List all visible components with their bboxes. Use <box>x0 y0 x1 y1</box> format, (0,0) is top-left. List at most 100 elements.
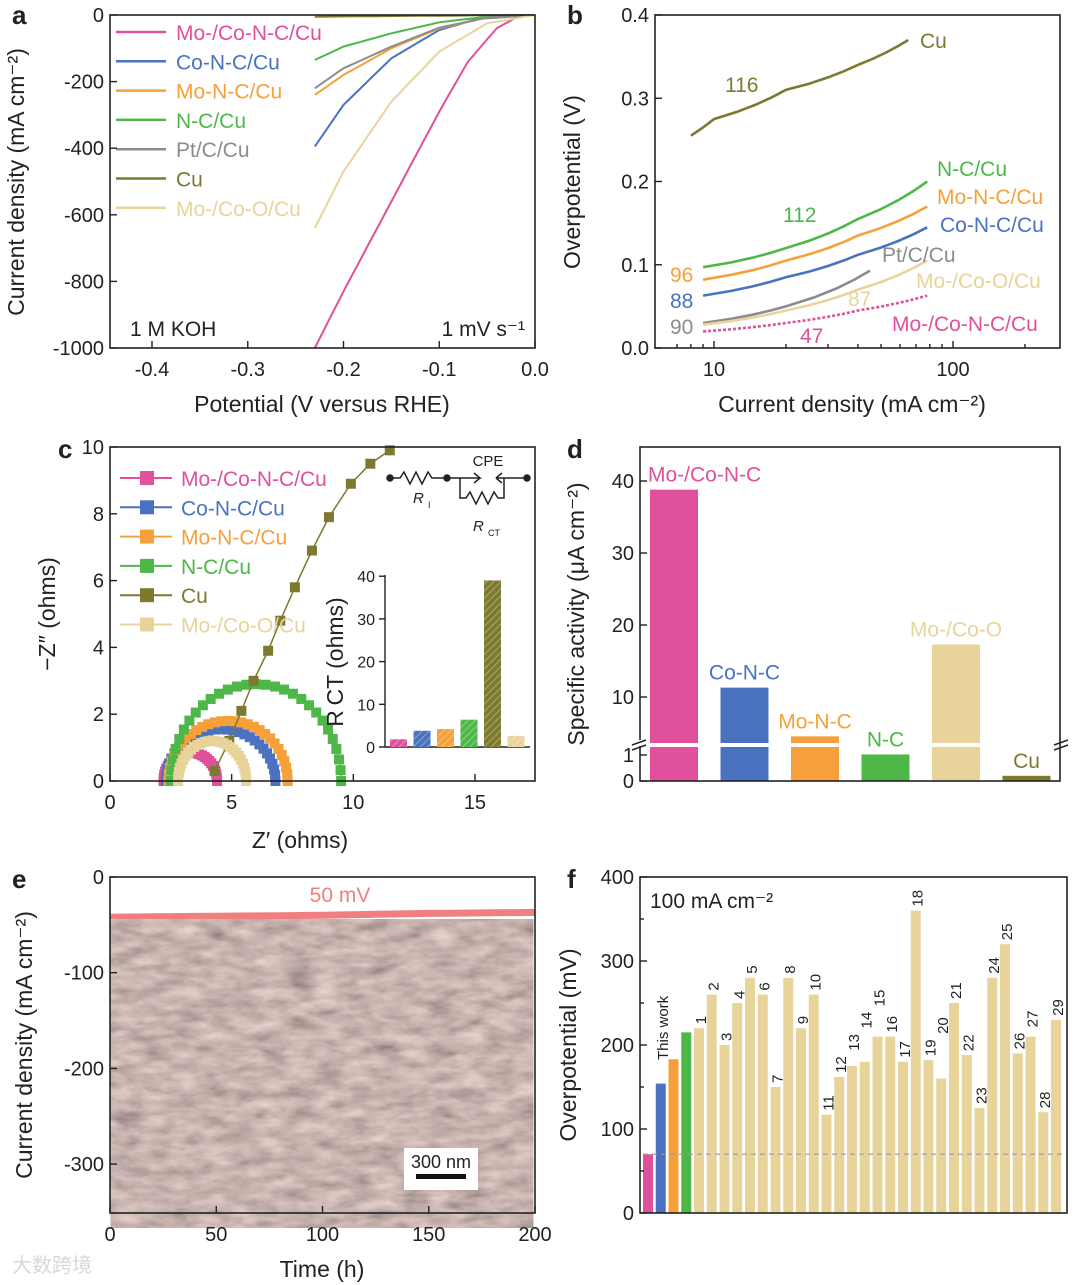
data-marker-N-C/Cu <box>269 681 280 692</box>
y-tick-label-c: 10 <box>82 437 104 459</box>
bar-label: Mo-N-C <box>778 710 852 733</box>
x-tick-label-b: 100 <box>936 359 969 381</box>
inset-bar-hatch <box>413 730 431 747</box>
inset-y-tick-label: 20 <box>357 655 375 672</box>
series-line-Mo-N-C/Cu <box>314 14 536 96</box>
data-marker-N-C/Cu <box>205 693 216 704</box>
bar-label: N-C <box>867 728 904 751</box>
data-marker-Mo-N-C/Cu <box>209 717 220 728</box>
bar-ref-9 <box>796 1028 806 1213</box>
axes-frame-d <box>639 446 1061 782</box>
bar-label: 9 <box>795 1016 812 1024</box>
annotation-current-density: 100 mA cm⁻² <box>650 890 773 913</box>
bar-label: Mo-/Co-N-C <box>648 464 761 487</box>
data-marker-N-C/Cu <box>304 700 315 711</box>
bar-label: 5 <box>744 965 761 973</box>
tafel-slope-label: 88 <box>670 290 693 313</box>
legend-label: N-C/Cu <box>181 556 251 579</box>
data-marker-Co-N-C/Cu <box>239 729 250 740</box>
data-marker-N-C/Cu <box>184 715 195 726</box>
data-marker-Cu <box>275 615 286 626</box>
y-tick-label-e: -100 <box>64 963 104 985</box>
data-marker-N-C/Cu <box>178 724 189 735</box>
this-work-label: This work <box>655 995 672 1060</box>
inset-bar-hatch <box>437 729 454 747</box>
x-axis-label-b: Current density (mA cm⁻²) <box>718 391 986 417</box>
y-tick-label-a: -200 <box>64 72 104 94</box>
bar-ref-23 <box>974 1108 985 1213</box>
y-axis-label-f: Overpotential (mV) <box>555 948 581 1141</box>
data-marker-N-C/Cu <box>323 724 334 735</box>
x-tick-label-a: -0.1 <box>422 359 456 381</box>
bar-label: 1 <box>693 1016 710 1024</box>
data-marker-Mo-N-C/Cu <box>254 725 265 736</box>
equivalent-circuit <box>386 470 531 506</box>
bar-ref-21 <box>949 1003 959 1213</box>
data-marker-Mo-N-C/Cu <box>236 717 247 728</box>
scale-bar-label: 300 nm <box>411 1152 471 1172</box>
legend-label: Mo-/Co-N-C/Cu <box>176 22 322 45</box>
circuit-label-sub: CT <box>488 528 500 538</box>
y-tick-label-c: 2 <box>93 704 104 726</box>
tafel-slope-label: 116 <box>725 74 758 97</box>
y-axis-label-e: Current density (mA cm⁻²) <box>11 911 37 1179</box>
legend-marker <box>140 500 154 515</box>
circuit-label-sub: I <box>428 500 431 510</box>
legend-label: Mo-/Co-O/Cu <box>181 615 306 638</box>
bar-label: Co-N-C <box>709 662 780 685</box>
y-tick-label-d: 1 <box>623 745 634 767</box>
y-tick-label-f: 0 <box>623 1203 634 1225</box>
y-tick-label-b: 0.3 <box>621 88 649 110</box>
panel-label-e: e <box>12 864 26 894</box>
y-tick-label-f: 100 <box>601 1119 634 1141</box>
bar-label: 26 <box>1012 1033 1029 1050</box>
axis-break-gap <box>650 743 698 747</box>
data-marker-Cu <box>289 582 300 593</box>
bar-label: 14 <box>859 1012 876 1029</box>
bar-ref-3 <box>719 1045 730 1213</box>
chart-layer: Mo-/Co-N-C/Cu Co-N-C/Cu Mo-N-C/Cu N-C/Cu Pt/… <box>3 5 1069 1282</box>
legend-label: Co-N-C/Cu <box>176 51 280 74</box>
y-tick-label-e: -300 <box>64 1154 104 1176</box>
data-marker-Co-N-C/Cu <box>265 753 276 764</box>
data-marker-N-C/Cu <box>260 679 271 690</box>
x-tick-label-c: 15 <box>464 792 486 814</box>
x-tick-label-e: 0 <box>104 1224 115 1246</box>
data-marker-N-C/Cu <box>287 688 298 699</box>
series-line-Pt/C/Cu <box>702 269 871 325</box>
scale-bar-box <box>404 1148 478 1190</box>
bar-label: 15 <box>872 990 889 1007</box>
x-tick-label-e: 50 <box>205 1224 227 1246</box>
bar-label: 24 <box>986 957 1003 974</box>
data-marker-Cu <box>248 675 259 686</box>
data-marker-Mo-N-C/Cu <box>281 762 292 773</box>
x-axis-label-a: Potential (V versus RHE) <box>194 391 450 417</box>
bar-N-C <box>861 754 910 781</box>
data-marker-Mo-N-C/Cu <box>269 738 280 749</box>
y-axis-label-d: Specific activity (μA cm⁻²) <box>563 482 589 745</box>
data-marker-N-C/Cu <box>170 744 181 755</box>
data-marker-N-C/Cu <box>334 754 344 765</box>
data-marker-Co-N-C/Cu <box>221 724 232 735</box>
y-tick-label-b: 0.1 <box>621 255 649 277</box>
bar-this-work <box>668 1059 679 1213</box>
inset-bar-hatch <box>460 719 478 747</box>
bar-Mo-/Co-O <box>932 644 980 781</box>
data-marker-Mo-N-C/Cu <box>273 744 284 755</box>
bar-Cu <box>1002 775 1051 781</box>
bar-label: 21 <box>948 982 965 999</box>
data-marker-Mo-N-C/Cu <box>282 769 293 780</box>
y-tick-label-d: 30 <box>612 543 634 565</box>
series-line-Co-N-C/Cu <box>702 226 928 297</box>
data-marker-N-C/Cu <box>222 684 233 695</box>
x-tick-label-a: -0.4 <box>135 359 169 381</box>
bar-label: 12 <box>833 1056 850 1073</box>
bar-ref-29 <box>1051 1019 1061 1213</box>
legend-marker <box>140 471 154 485</box>
bar-Mo-/Co-N-C <box>650 489 698 781</box>
bar-ref-26 <box>1012 1053 1023 1213</box>
x-axis-label-c: Z′ (ohms) <box>252 827 348 853</box>
axis-break-gap <box>861 743 910 747</box>
legend-marker <box>140 617 154 632</box>
